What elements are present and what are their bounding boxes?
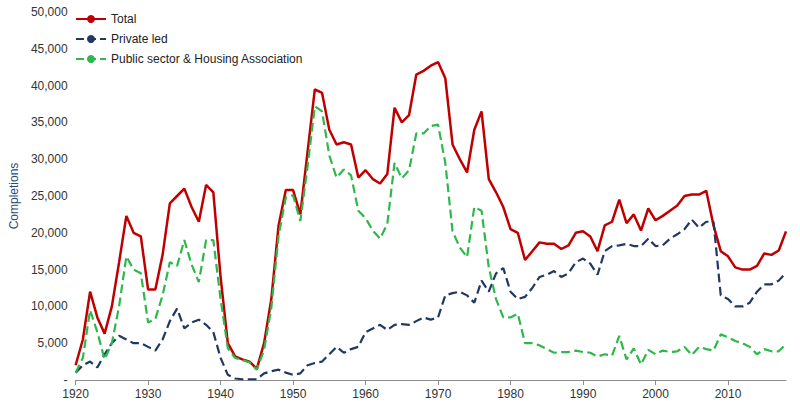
svg-text:10,000: 10,000 <box>31 299 68 313</box>
svg-text:1990: 1990 <box>570 387 597 401</box>
svg-text:30,000: 30,000 <box>31 152 68 166</box>
svg-text:1950: 1950 <box>280 387 307 401</box>
svg-text:1980: 1980 <box>497 387 524 401</box>
svg-text:2000: 2000 <box>642 387 669 401</box>
svg-text:15,000: 15,000 <box>31 263 68 277</box>
svg-text:5,000: 5,000 <box>38 336 68 350</box>
svg-text:20,000: 20,000 <box>31 226 68 240</box>
svg-text:50,000: 50,000 <box>31 5 68 19</box>
svg-text:1970: 1970 <box>425 387 452 401</box>
svg-text:Public sector & Housing Associ: Public sector & Housing Association <box>111 52 302 66</box>
svg-text:Private led: Private led <box>111 32 168 46</box>
svg-text:1930: 1930 <box>135 387 162 401</box>
svg-text:35,000: 35,000 <box>31 115 68 129</box>
svg-text:Completions: Completions <box>7 163 21 230</box>
svg-text:1960: 1960 <box>352 387 379 401</box>
svg-text:Total: Total <box>111 12 136 26</box>
svg-text:40,000: 40,000 <box>31 79 68 93</box>
svg-text:2010: 2010 <box>715 387 742 401</box>
svg-text:45,000: 45,000 <box>31 42 68 56</box>
svg-text:-: - <box>64 373 68 387</box>
svg-text:1920: 1920 <box>62 387 89 401</box>
svg-text:25,000: 25,000 <box>31 189 68 203</box>
svg-text:1940: 1940 <box>207 387 234 401</box>
